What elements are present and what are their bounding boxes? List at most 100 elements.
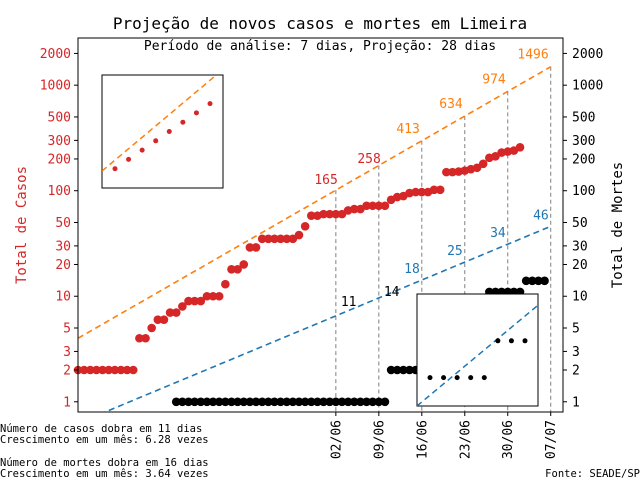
inset-deaths-point xyxy=(522,338,528,344)
footer-deaths-growth: Crescimento em um mês: 3.64 vezes xyxy=(0,468,209,480)
inset-deaths-point xyxy=(495,338,501,344)
cases-point xyxy=(171,308,181,317)
inset-cases-point xyxy=(139,147,145,153)
deaths-point xyxy=(282,397,292,407)
deaths-point xyxy=(257,397,267,407)
y-tick-label-right: 5 xyxy=(572,322,580,337)
cases-point xyxy=(98,365,107,375)
inset-deaths-point xyxy=(441,375,447,381)
deaths-point xyxy=(190,397,199,407)
cases-point xyxy=(294,230,304,240)
inset-cases-point xyxy=(112,166,118,172)
deaths-point xyxy=(374,397,384,407)
y-tick-label-right: 200 xyxy=(572,152,595,167)
cases-point xyxy=(288,234,298,244)
y-tick-label-right: 2 xyxy=(572,364,580,379)
cases-point xyxy=(300,222,310,231)
y-tick-label-left: 3 xyxy=(63,345,71,360)
x-tick-label: 02/06 xyxy=(329,420,344,459)
y-tick-label-left: 2000 xyxy=(40,47,71,62)
cases-point xyxy=(92,365,101,375)
deaths-point xyxy=(368,397,377,407)
y-tick-label-left: 500 xyxy=(48,110,71,125)
chart-title: Projeção de novos casos e mortes em Lime… xyxy=(113,14,527,33)
death-projection-label: 25 xyxy=(447,244,463,259)
deaths-point xyxy=(184,397,193,407)
deaths-point xyxy=(227,397,236,407)
cases-point xyxy=(411,187,420,197)
cases-point xyxy=(251,243,261,252)
cases-point xyxy=(435,185,445,195)
cases-point xyxy=(227,265,236,274)
deaths-point xyxy=(325,397,335,407)
footer-cases-doubling: Número de casos dobra em 11 dias xyxy=(0,423,202,435)
deaths-point xyxy=(313,397,322,407)
cases-point xyxy=(472,163,482,173)
death-projection-label: 34 xyxy=(490,226,506,241)
cases-point xyxy=(319,209,328,219)
cases-point xyxy=(515,142,525,152)
deaths-point xyxy=(270,397,279,407)
case-projection-label: 413 xyxy=(396,122,419,137)
deaths-point xyxy=(306,397,316,407)
inset-cases-frame xyxy=(101,74,224,189)
y-tick-label-left: 2 xyxy=(63,364,71,379)
y-tick-label-left: 50 xyxy=(55,216,71,231)
deaths-point xyxy=(221,397,230,407)
cases-point xyxy=(257,234,267,244)
plot-frame xyxy=(77,37,564,413)
inset-deaths-trend-line xyxy=(417,304,538,406)
y-axis-label-right: Total de Mortes xyxy=(610,162,626,288)
inset-deaths-point xyxy=(481,375,487,381)
inset-deaths-point xyxy=(427,375,433,381)
y-tick-label-left: 200 xyxy=(48,152,71,167)
deaths-point xyxy=(392,365,402,375)
deaths-point xyxy=(521,276,531,286)
cases-point xyxy=(165,308,175,317)
deaths-point xyxy=(356,397,365,407)
cases-point xyxy=(264,234,273,244)
deaths-point xyxy=(251,397,261,407)
y-tick-label-right: 1000 xyxy=(572,79,603,94)
y-tick-label-left: 1000 xyxy=(40,79,71,94)
case-projection-label: 258 xyxy=(357,152,380,167)
death-projection-label: 46 xyxy=(533,208,549,223)
deaths-point xyxy=(331,397,341,407)
y-tick-label-left: 300 xyxy=(48,134,71,149)
cases-point xyxy=(306,211,316,220)
cases-point xyxy=(196,296,206,306)
inset-cases-point xyxy=(126,156,132,162)
y-tick-label-right: 30 xyxy=(572,239,588,254)
cases-point xyxy=(276,234,285,244)
y-tick-label-right: 20 xyxy=(572,258,588,273)
deaths-point xyxy=(528,276,537,286)
deaths-point xyxy=(214,397,224,407)
cases-point xyxy=(270,234,279,244)
cases-point xyxy=(478,159,488,169)
cases-point xyxy=(184,296,193,306)
y-tick-label-right: 100 xyxy=(572,184,595,199)
inset-cases-trend-line xyxy=(102,75,218,172)
cases-point xyxy=(128,365,138,375)
cases-point xyxy=(153,315,163,324)
cases-point xyxy=(147,323,156,333)
deaths-point xyxy=(534,276,543,286)
deaths-point xyxy=(288,397,298,407)
cases-point xyxy=(221,279,230,289)
deaths-point xyxy=(349,397,359,407)
cases-point xyxy=(233,265,242,274)
deaths-point xyxy=(405,365,414,375)
cases-point xyxy=(417,187,427,197)
y-tick-label-left: 5 xyxy=(63,322,71,337)
deaths-point xyxy=(540,276,549,286)
deaths-point xyxy=(380,397,390,407)
cases-point xyxy=(442,167,451,177)
deaths-point xyxy=(337,397,347,407)
footer-deaths-doubling: Número de mortes dobra em 16 dias xyxy=(0,457,209,469)
inset-cases-point xyxy=(166,129,172,134)
deaths-point xyxy=(239,397,249,407)
deaths-point xyxy=(300,397,310,407)
x-tick-label: 30/06 xyxy=(501,420,516,459)
deaths-point xyxy=(399,365,408,375)
